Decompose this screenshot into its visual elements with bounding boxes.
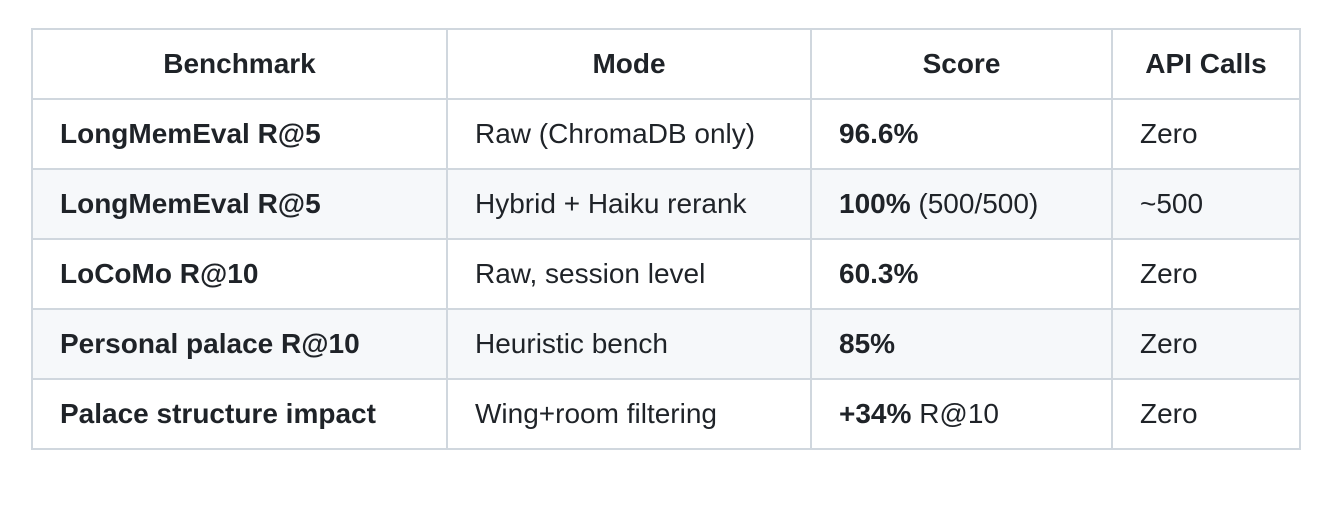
table-cell: Raw (ChromaDB only) <box>446 98 812 170</box>
score-value: 60.3% <box>839 258 919 289</box>
table-cell: LoCoMo R@10 <box>31 238 448 310</box>
table-cell: ~500 <box>1111 168 1301 240</box>
table-cell: Wing+room filtering <box>446 378 812 450</box>
table-cell: 96.6% <box>810 98 1113 170</box>
table-row: LongMemEval R@5 Hybrid + Haiku rerank 100%… <box>31 168 1301 240</box>
table-cell: Hybrid + Haiku rerank <box>446 168 812 240</box>
score-value: +34% <box>839 398 912 429</box>
header-row: Benchmark Mode Score API Calls <box>31 28 1301 100</box>
table-cell: Zero <box>1111 238 1301 310</box>
table-cell: Raw, session level <box>446 238 812 310</box>
score-note: R@10 <box>919 398 999 429</box>
table-cell: +34% R@10 <box>810 378 1113 450</box>
table-cell: 60.3% <box>810 238 1113 310</box>
table-cell: Palace structure impact <box>31 378 448 450</box>
table-body: LongMemEval R@5 Raw (ChromaDB only) 96.6% Z… <box>31 98 1301 450</box>
table-cell: Zero <box>1111 378 1301 450</box>
table-cell: 85% <box>810 308 1113 380</box>
table-row: LoCoMo R@10 Raw, session level 60.3% Zero <box>31 238 1301 310</box>
table-cell: LongMemEval R@5 <box>31 168 448 240</box>
table-cell: Zero <box>1111 98 1301 170</box>
score-value: 100% <box>839 188 911 219</box>
score-value: 96.6% <box>839 118 919 149</box>
table-cell: Zero <box>1111 308 1301 380</box>
score-note: (500/500) <box>918 188 1039 219</box>
table-row: LongMemEval R@5 Raw (ChromaDB only) 96.6% Z… <box>31 98 1301 170</box>
benchmark-table: Benchmark Mode Score API Calls LongMemEval … <box>31 28 1301 450</box>
header-cell: Benchmark <box>31 28 448 100</box>
score-value: 85% <box>839 328 896 359</box>
header-cell: Mode <box>446 28 812 100</box>
table-cell: 100% (500/500) <box>810 168 1113 240</box>
table-cell: Personal palace R@10 <box>31 308 448 380</box>
header-cell: Score <box>810 28 1113 100</box>
table-cell: LongMemEval R@5 <box>31 98 448 170</box>
header-cell: API Calls <box>1111 28 1301 100</box>
table-row: Palace structure impact Wing+room filteri… <box>31 378 1301 450</box>
table-cell: Heuristic bench <box>446 308 812 380</box>
table-row: Personal palace R@10 Heuristic bench 85% Ze… <box>31 308 1301 380</box>
